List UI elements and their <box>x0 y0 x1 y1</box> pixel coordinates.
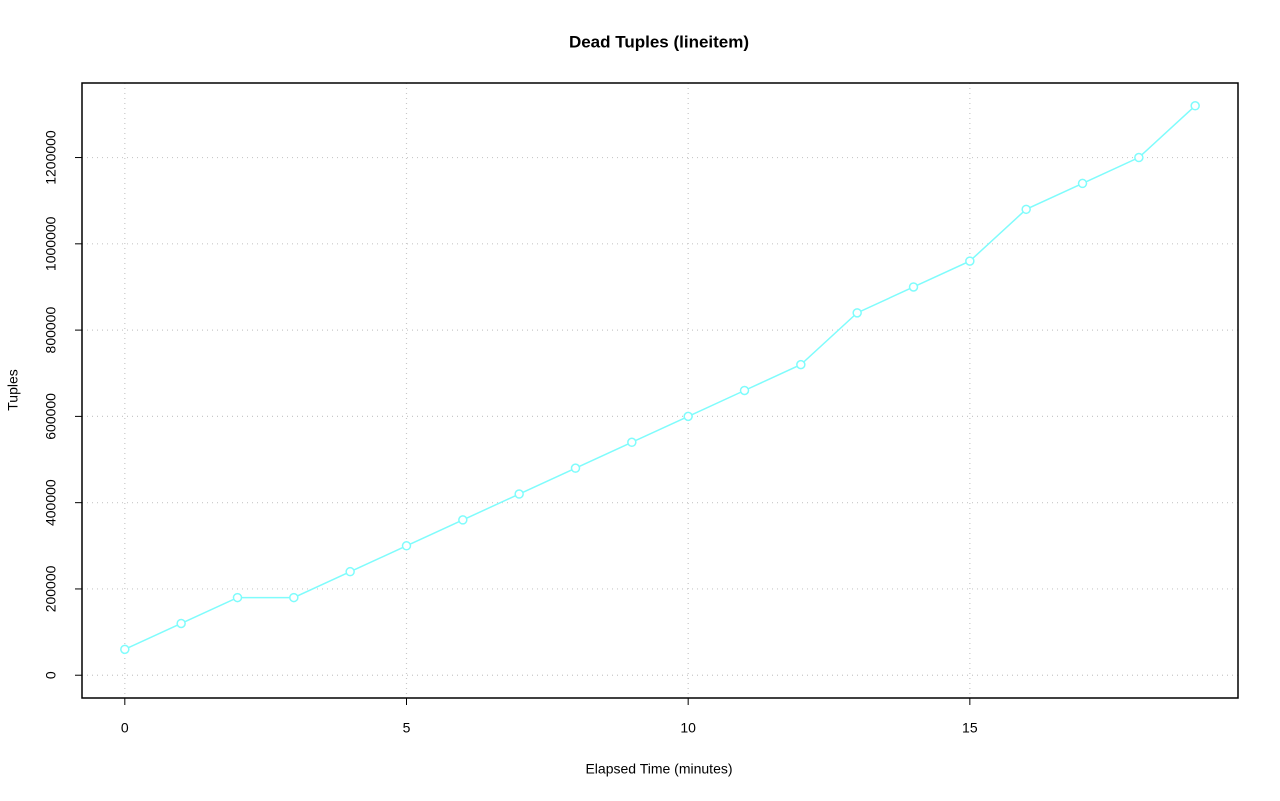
plot-frame <box>81 82 1239 699</box>
data-point <box>458 515 468 525</box>
y-tick-label: 200000 <box>43 565 59 612</box>
data-point <box>852 308 862 318</box>
data-point <box>1077 178 1088 189</box>
y-axis-label: Tuples <box>5 369 21 411</box>
x-tick-label: 5 <box>403 720 411 736</box>
data-point <box>1021 204 1031 215</box>
data-point <box>514 489 524 499</box>
data-point <box>289 592 299 603</box>
y-tick-label: 600000 <box>43 393 59 440</box>
data-point <box>345 566 355 577</box>
data-point <box>176 618 186 629</box>
data-point <box>627 437 637 448</box>
data-point <box>739 385 750 396</box>
x-axis-label: Elapsed Time (minutes) <box>585 761 732 777</box>
grid <box>82 83 1238 698</box>
data-point <box>1190 101 1200 111</box>
x-tick-label: 10 <box>680 720 696 736</box>
y-tick-label: 1200000 <box>43 130 59 185</box>
data-point <box>908 282 919 292</box>
y-tick-label: 1000000 <box>43 216 59 271</box>
y-tick-label: 400000 <box>43 479 59 526</box>
data-point <box>120 644 130 655</box>
data-point <box>965 256 975 266</box>
data-point <box>1134 152 1144 163</box>
y-tick-label: 800000 <box>43 307 59 354</box>
x-tick-label: 0 <box>121 720 129 736</box>
data-point <box>570 463 581 473</box>
data-point <box>232 592 243 603</box>
data-point <box>796 359 806 370</box>
data-line <box>124 105 1196 651</box>
chart-title: Dead Tuples (lineitem) <box>569 32 749 51</box>
plot-area <box>120 101 1200 655</box>
data-point <box>401 541 412 551</box>
data-point <box>683 411 693 422</box>
x-tick-label: 15 <box>962 720 978 736</box>
y-tick-label: 0 <box>43 671 59 679</box>
